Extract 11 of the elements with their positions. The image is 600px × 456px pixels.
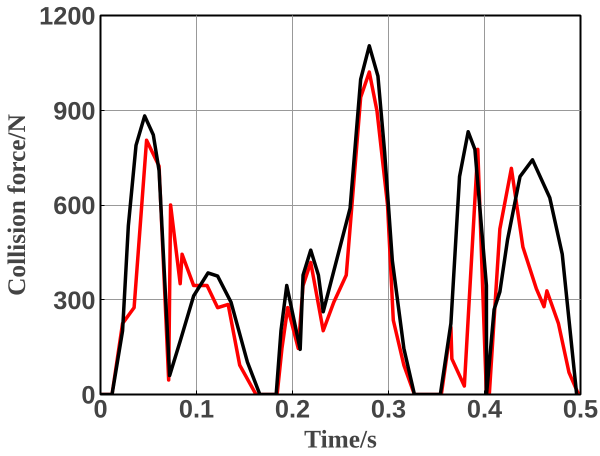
x-tick-label: 0.2	[274, 396, 310, 424]
x-tick-label: 0.4	[466, 396, 502, 424]
y-tick-label: 300	[53, 286, 96, 315]
y-tick-label: 1200	[39, 2, 96, 30]
x-tick-label: 0.1	[178, 396, 214, 424]
y-tick-label: 900	[53, 97, 96, 126]
x-tick-label: 0.5	[562, 396, 598, 424]
x-axis-title: Time/s	[304, 426, 377, 454]
y-axis-title: Collision force/N	[3, 114, 32, 296]
x-tick-label: 0.3	[370, 396, 406, 424]
y-tick-label: 600	[53, 192, 96, 220]
